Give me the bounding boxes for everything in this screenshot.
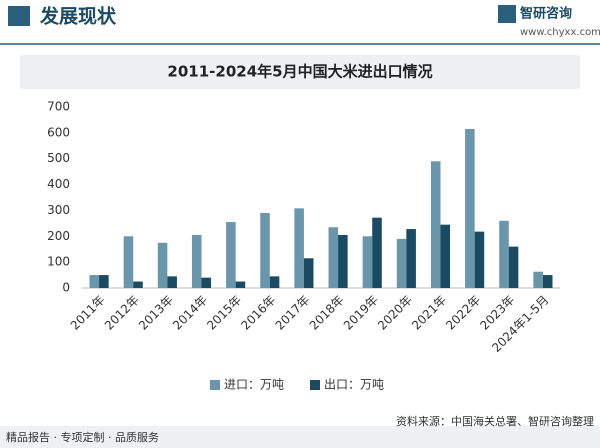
footer-left: 精品报告 · 专项定制 · 品质服务: [6, 430, 159, 444]
y-tick-label: 700: [47, 100, 70, 114]
header-icon: [8, 6, 30, 26]
bar: [499, 220, 509, 288]
x-tick-label: 2015年: [204, 293, 244, 333]
bar: [465, 128, 475, 288]
bar: [396, 238, 407, 288]
bar: [338, 234, 348, 288]
bar: [133, 281, 143, 288]
legend-swatch: [210, 380, 220, 390]
bar: [123, 236, 134, 288]
bar: [157, 242, 168, 288]
y-tick-label: 0: [62, 281, 70, 295]
bar: [533, 271, 543, 288]
footer-band: [0, 426, 600, 448]
legend-label: 进口：万吨: [224, 378, 284, 392]
y-tick-label: 200: [47, 229, 70, 243]
logo-icon: [498, 5, 516, 23]
y-tick-label: 400: [47, 177, 70, 191]
bar: [201, 277, 212, 288]
x-tick-label: 2014年: [170, 293, 210, 333]
x-tick-label: 2017年: [273, 293, 313, 333]
bar: [474, 231, 485, 288]
legend-label: 出口：万吨: [324, 378, 384, 392]
bar: [167, 276, 177, 288]
x-tick-label: 2021年: [409, 293, 449, 333]
x-tick-label: 2013年: [136, 293, 176, 333]
bar: [191, 234, 202, 288]
bar: [406, 229, 416, 288]
logo-url: www.chyxx.com: [520, 27, 600, 38]
bar: [508, 246, 519, 288]
bar: [226, 222, 236, 288]
bar: [99, 275, 109, 288]
bar: [269, 276, 280, 288]
x-tick-label: 2012年: [102, 293, 142, 333]
bar: [89, 275, 100, 288]
x-tick-label: 2018年: [307, 293, 347, 333]
x-tick-label: 2011年: [68, 293, 108, 333]
x-tick-label: 2016年: [238, 293, 278, 333]
logo-text: 智研咨询: [520, 6, 572, 22]
bar: [440, 224, 451, 288]
x-tick-label: 2020年: [375, 293, 415, 333]
bar: [260, 213, 270, 288]
legend-swatch: [310, 380, 320, 390]
y-tick-label: 500: [47, 151, 70, 165]
x-tick-label: 2019年: [341, 293, 381, 333]
bar: [372, 217, 382, 288]
y-tick-label: 100: [47, 255, 70, 269]
bar: [303, 258, 314, 288]
y-tick-label: 300: [47, 203, 70, 217]
bar: [235, 281, 246, 288]
bar: [362, 236, 373, 288]
title-band: [20, 55, 580, 89]
y-tick-label: 600: [47, 125, 70, 139]
bar: [430, 161, 441, 288]
x-tick-label: 2022年: [443, 293, 483, 333]
bar: [328, 227, 339, 288]
header-title: 发展现状: [39, 5, 117, 28]
chart-title: 2011-2024年5月中国大米进出口情况: [167, 63, 432, 81]
bar: [294, 208, 304, 288]
footer-source: 资料来源：中国海关总署、智研咨询整理: [396, 414, 594, 428]
bar: [542, 275, 553, 288]
